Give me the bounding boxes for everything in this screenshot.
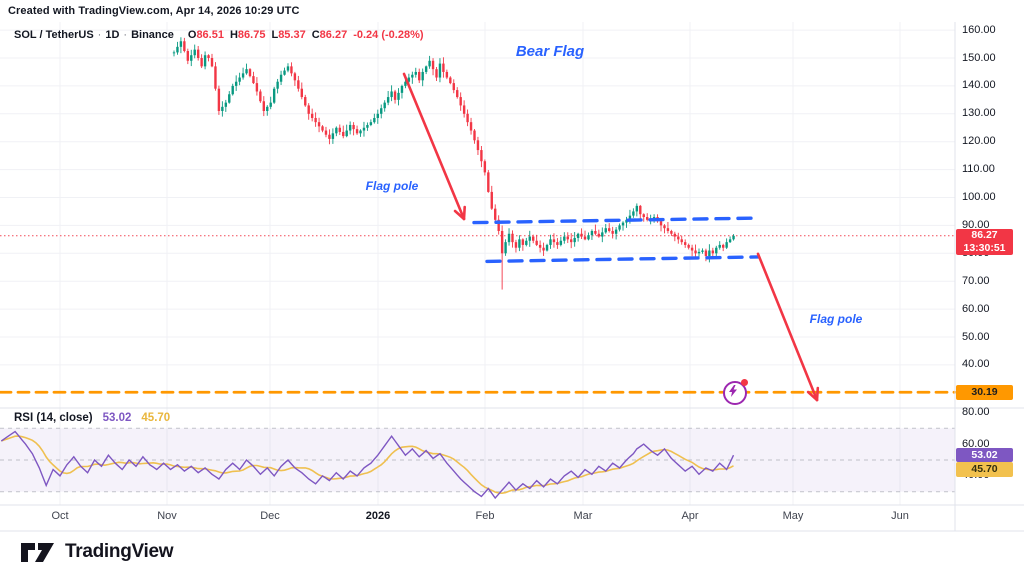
symbol-legend[interactable]: SOL / TetherUS · 1D · Binance O86.51 H86.75 L85… (14, 29, 424, 41)
last-price-badge: 86.27 13:30:51 (956, 229, 1013, 255)
rsi-value: 53.02 (102, 412, 132, 424)
price-axis-tick: 50.00 (962, 330, 990, 343)
lightning-icon (729, 385, 737, 397)
change-value: -0.24 (-0.28%) (353, 29, 424, 41)
time-axis-label: Nov (157, 510, 177, 522)
price-axis-tick: 130.00 (962, 107, 996, 120)
time-axis-label: May (782, 510, 804, 522)
time-axis-label: Apr (681, 510, 699, 522)
symbol-title[interactable]: SOL / TetherUS (14, 29, 94, 41)
price-axis-tick: 110.00 (962, 163, 995, 176)
time-axis-label: Oct (51, 510, 69, 522)
price-axis-tick: 160.00 (962, 23, 996, 36)
price-axis-tick: 60.00 (962, 302, 990, 315)
ohlc-values: O86.51 H86.75 L85.37 C86.27 -0.24 (-0.28%) (182, 29, 424, 41)
tradingview-logo[interactable]: TradingView (20, 541, 174, 563)
rsi-axis-tick: 80.00 (962, 405, 990, 418)
price-axis-tick: 90.00 (962, 218, 990, 231)
high-label: H (229, 29, 238, 41)
tradingview-logo-mark (21, 542, 54, 562)
price-axis-tick: 100.00 (962, 191, 996, 203)
created-with-watermark: Created with TradingView.com, Apr 14, 20… (8, 5, 300, 17)
rsi-ma-value-badge: 45.70 (956, 462, 1013, 477)
bear-flag-annotation[interactable]: Bear Flag (515, 43, 585, 60)
exchange-label: Binance (131, 29, 174, 41)
price-axis-tick: 150.00 (962, 51, 996, 64)
price-axis-tick: 70.00 (962, 274, 990, 287)
alert-notification-dot (741, 379, 748, 386)
rsi-axis-tick: 60.00 (962, 437, 990, 450)
target-price-badge: 30.19 (956, 385, 1013, 400)
high-value: 86.75 (237, 29, 266, 41)
price-axis-tick: 140.00 (962, 79, 996, 92)
rsi-legend[interactable]: RSI (14, close) 53.02 45.70 (14, 412, 170, 424)
close-value: 86.27 (319, 29, 348, 41)
time-axis-label: Dec (260, 510, 280, 522)
flag-pole-annotation-2[interactable]: Flag pole (809, 312, 863, 326)
legend-separator: · (123, 29, 128, 41)
time-axis-label: Mar (573, 510, 593, 522)
rsi-value-badge: 53.02 (956, 448, 1013, 462)
time-axis-label: 2026 (365, 510, 391, 522)
legend-separator: · (97, 29, 102, 41)
open-value: 86.51 (196, 29, 224, 41)
flag-pole-annotation-1[interactable]: Flag pole (365, 179, 419, 193)
rsi-ma-value: 45.70 (141, 412, 171, 424)
price-axis-tick: 120.00 (962, 135, 996, 148)
price-axis-tick: 40.00 (962, 358, 990, 371)
alert-flash-icon[interactable] (723, 379, 748, 405)
tradingview-logo-text: TradingView (65, 541, 174, 562)
time-axis-label: Jun (891, 510, 909, 522)
last-price-value: 86.27 (971, 229, 998, 241)
open-label: O (187, 29, 197, 41)
low-label: L (271, 29, 279, 41)
low-value: 85.37 (278, 29, 306, 41)
time-axis-label: Feb (475, 510, 495, 522)
close-label: C (311, 29, 320, 41)
interval-label[interactable]: 1D (105, 29, 120, 41)
rsi-label: RSI (14, close) (14, 412, 93, 424)
bar-countdown: 13:30:51 (963, 242, 1006, 254)
